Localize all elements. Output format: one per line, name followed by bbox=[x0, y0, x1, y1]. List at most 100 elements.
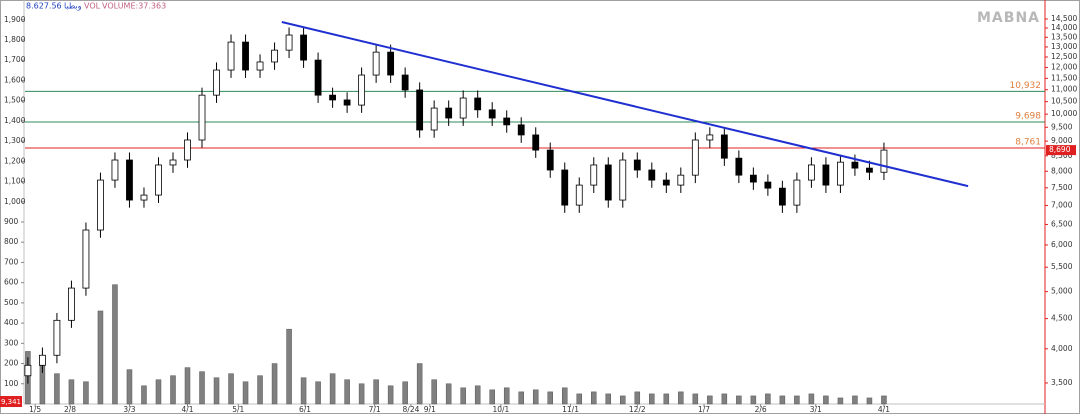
volume-bar bbox=[823, 395, 829, 405]
candle-body bbox=[546, 149, 554, 171]
y-tick-label: 7,000 bbox=[1051, 200, 1073, 209]
candle-body bbox=[227, 41, 235, 71]
volume-bar bbox=[591, 391, 597, 405]
x-tick-label: 8/24 bbox=[403, 405, 420, 414]
volume-bar bbox=[344, 379, 350, 405]
corner-label: 9,341 bbox=[1, 398, 21, 406]
candle-body bbox=[706, 134, 714, 141]
y-tick-label: 8,500 bbox=[1051, 151, 1073, 160]
x-tick-label: 4/1 bbox=[878, 405, 890, 414]
volume-bar bbox=[532, 389, 539, 405]
y-tick-label: 14,000 bbox=[1051, 23, 1077, 32]
candle-body bbox=[822, 164, 830, 186]
volume-bar bbox=[315, 381, 321, 405]
y-tick-label: 6,500 bbox=[1051, 219, 1073, 228]
x-tick-label: 1/5 bbox=[29, 405, 41, 414]
candle-body bbox=[445, 107, 453, 119]
candle-body bbox=[372, 51, 380, 76]
volume-bar bbox=[213, 377, 220, 405]
candle-body bbox=[24, 364, 32, 377]
y-tick-label: 8,000 bbox=[1051, 166, 1073, 175]
y-tick-label: 9,500 bbox=[1051, 122, 1073, 131]
candle-body bbox=[53, 319, 61, 356]
corner-box bbox=[0, 396, 22, 407]
y2-tick-label: 1,700 bbox=[4, 55, 26, 64]
candle-body bbox=[488, 109, 496, 119]
volume-bar bbox=[155, 379, 162, 405]
last-price-label: 8,690 bbox=[1049, 145, 1071, 154]
candle-body bbox=[155, 164, 162, 196]
volume-bar bbox=[141, 385, 147, 405]
candle-body bbox=[677, 174, 685, 186]
x-tick-label: 11/1 bbox=[562, 405, 579, 414]
header-symbol: وبطبا bbox=[64, 2, 82, 11]
x-tick-label: 2/8 bbox=[64, 405, 76, 414]
y-tick-label: 9,000 bbox=[1051, 136, 1073, 145]
candle-body bbox=[416, 89, 424, 131]
candle-body bbox=[140, 194, 148, 201]
volume-bar bbox=[605, 393, 612, 405]
last-price-box bbox=[1046, 145, 1076, 156]
candle-body bbox=[126, 159, 133, 201]
candle-body bbox=[575, 184, 583, 206]
volume-bar bbox=[794, 395, 800, 405]
y-tick-label: 13,000 bbox=[1051, 42, 1077, 51]
volume-bar bbox=[736, 395, 742, 405]
volume-bar bbox=[373, 379, 379, 405]
candle-body bbox=[111, 159, 119, 181]
candle-body bbox=[561, 169, 569, 206]
y-tick-label: 7,500 bbox=[1051, 183, 1073, 192]
volume-bar bbox=[170, 375, 176, 405]
x-tick-label: 1/7 bbox=[698, 405, 710, 414]
candle-body bbox=[880, 149, 888, 173]
candle-body bbox=[343, 99, 351, 106]
y2-tick-label: 1,600 bbox=[4, 75, 26, 84]
y-tick-label: 6,000 bbox=[1051, 240, 1073, 249]
candle-body bbox=[590, 164, 598, 186]
volume-bar bbox=[649, 393, 655, 405]
y-tick-label: 11,000 bbox=[1051, 85, 1077, 94]
candle-body bbox=[837, 161, 844, 186]
volume-bar bbox=[808, 393, 815, 405]
y2-tick-label: 1,500 bbox=[4, 96, 26, 105]
candle-body bbox=[532, 134, 540, 151]
candle-body bbox=[39, 354, 46, 366]
y-tick-label: 4,000 bbox=[1051, 344, 1073, 353]
candle-body bbox=[474, 97, 482, 111]
volume-bar bbox=[518, 391, 524, 405]
level-label: 8,761 bbox=[1015, 138, 1041, 148]
candle-body bbox=[358, 74, 366, 106]
candle-body bbox=[517, 124, 525, 136]
candle-body bbox=[808, 164, 815, 181]
x-tick-label: 2/6 bbox=[755, 405, 767, 414]
volume-bar bbox=[126, 369, 133, 405]
volume-bar bbox=[184, 367, 191, 405]
y2-tick-label: 1,100 bbox=[4, 177, 26, 186]
volume-bar bbox=[707, 395, 713, 405]
volume-bar bbox=[866, 397, 873, 405]
x-tick-label: 6/1 bbox=[299, 405, 311, 414]
y2-tick-label: 1,900 bbox=[4, 15, 26, 24]
level-label: 9,698 bbox=[1015, 111, 1041, 121]
volume-bar bbox=[721, 393, 728, 405]
y2-tick-label: 1,400 bbox=[4, 116, 26, 125]
volume-bar bbox=[358, 383, 365, 405]
y2-tick-label: 700 bbox=[4, 257, 19, 266]
volume-bar bbox=[83, 381, 89, 405]
y2-tick-label: 1,200 bbox=[4, 156, 26, 165]
volume-bar bbox=[68, 379, 75, 405]
volume-bar bbox=[750, 395, 757, 405]
volume-bar bbox=[416, 363, 423, 405]
candle-body bbox=[329, 94, 336, 101]
volume-bar bbox=[242, 381, 249, 405]
candle-body bbox=[604, 164, 612, 201]
watermark: MABNA bbox=[977, 10, 1040, 26]
x-tick-label: 4/1 bbox=[181, 405, 193, 414]
y2-tick-label: 100 bbox=[4, 379, 19, 388]
y-tick-label: 5,500 bbox=[1051, 262, 1073, 271]
y2-tick-label: 900 bbox=[4, 217, 19, 226]
y2-tick-label: 300 bbox=[4, 338, 19, 347]
volume-bar bbox=[561, 387, 568, 405]
x-tick-label: 3/3 bbox=[123, 405, 135, 414]
volume-bar bbox=[54, 373, 60, 405]
